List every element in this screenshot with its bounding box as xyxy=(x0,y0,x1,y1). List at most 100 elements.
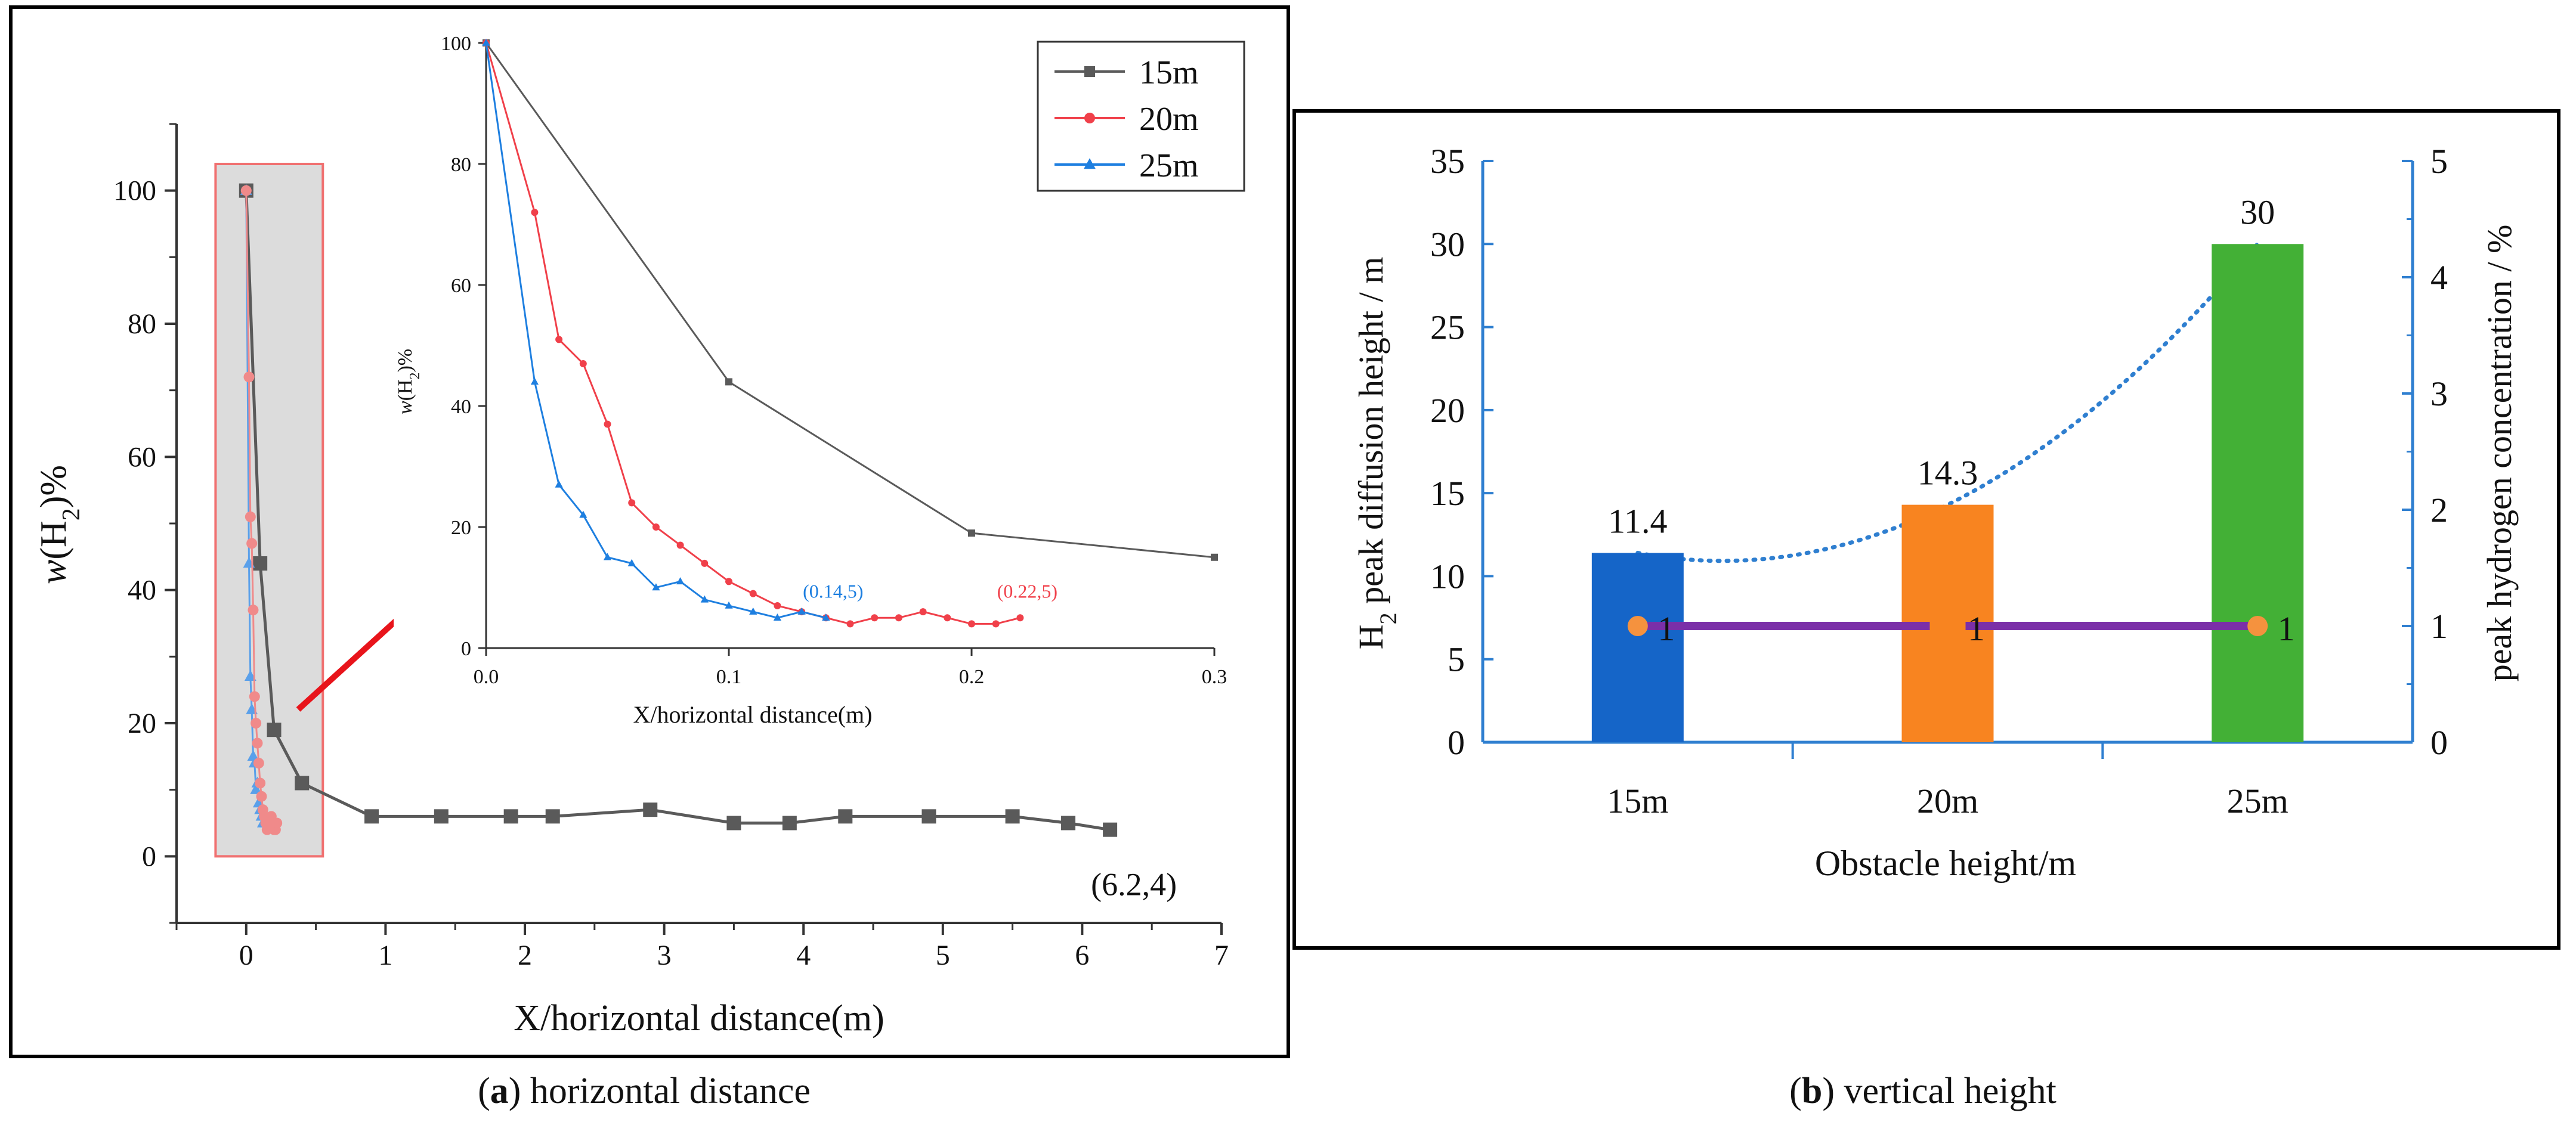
inset-point-20m xyxy=(701,559,709,567)
panel-b-trend xyxy=(1635,243,2259,563)
inset-point-20m xyxy=(676,541,684,549)
inset-point-20m xyxy=(555,336,563,343)
a-point-15m xyxy=(1061,816,1076,830)
inset-axes xyxy=(485,43,1214,649)
a-point-20m xyxy=(240,185,252,196)
a-point-25m xyxy=(247,750,259,761)
inset-point-20m xyxy=(604,420,611,428)
a-point-15m xyxy=(838,809,853,824)
a-point-20m xyxy=(248,605,259,616)
a-ytick-label: 80 xyxy=(128,308,156,340)
a-point-20m xyxy=(256,791,267,802)
inset-ytick-label: 0 xyxy=(461,638,471,660)
b-right-tick-label: 2 xyxy=(2430,491,2448,529)
a-point-15m xyxy=(921,809,936,824)
category-label-25m: 25m xyxy=(2227,782,2289,820)
concentration-point-15m xyxy=(1627,616,1648,636)
inset-ytick-label: 80 xyxy=(451,154,471,176)
bar-25m xyxy=(2212,244,2304,742)
inset-point-20m xyxy=(919,608,927,616)
trend-curve xyxy=(1635,243,2259,563)
bar-value-label-25m: 30 xyxy=(2240,193,2275,231)
panel-b-concentration: 1 1 1 xyxy=(1627,609,2295,648)
concentration-label-15m: 1 xyxy=(1657,609,1675,648)
legend-marker-15m xyxy=(1084,66,1095,77)
a-point-20m xyxy=(255,777,266,789)
legend-label-25m: 25m xyxy=(1139,147,1199,184)
a-xtick-label: 4 xyxy=(796,940,811,971)
inset-point-25m xyxy=(797,607,806,615)
a-ytick-label: 60 xyxy=(128,441,156,473)
a-point-15m xyxy=(782,816,797,830)
inset-ytick-label: 20 xyxy=(451,517,471,539)
a-xtick-label: 3 xyxy=(657,940,672,971)
b-left-tick-label: 10 xyxy=(1430,557,1465,596)
inset-point-15m xyxy=(725,378,732,386)
a-xtick-label: 2 xyxy=(518,940,532,971)
category-label-15m: 15m xyxy=(1607,782,1668,820)
a-xtick-label: 7 xyxy=(1214,940,1229,971)
a-point-20m xyxy=(251,718,262,729)
a-point-15m xyxy=(1005,809,1020,824)
a-point-15m xyxy=(434,809,449,824)
inset-point-25m xyxy=(579,510,587,518)
inset-ytick-label: 60 xyxy=(451,275,471,297)
inset-series-line-20m xyxy=(485,42,1020,625)
panel-a-series xyxy=(239,183,1118,837)
a-point-15m xyxy=(267,723,282,737)
panel-a-ylabel: w(H2)% xyxy=(33,465,85,584)
inset-ticks: 0.0 0.1 0.2 0.3 0 20 40 60 80 100 xyxy=(441,33,1227,688)
inset-point-20m xyxy=(968,620,975,628)
inset-point-25m xyxy=(555,480,563,488)
inset-point-20m xyxy=(846,620,854,628)
a-point-20m xyxy=(253,758,264,768)
inset-xtick-label: 0.1 xyxy=(716,666,742,688)
inset-point-25m xyxy=(530,377,539,385)
inset-point-25m xyxy=(627,559,636,566)
concentration-label-20m: 1 xyxy=(1968,609,1985,648)
bar-value-label-15m: 11.4 xyxy=(1608,501,1667,540)
a-point-20m xyxy=(249,691,260,702)
a-point-15m xyxy=(295,776,310,791)
inset-series xyxy=(482,38,1218,628)
a-point-20m xyxy=(245,511,256,522)
a-ytick-label: 100 xyxy=(113,175,156,207)
panel-b-ylabel-right: peak hydrogen concentration / % xyxy=(2480,225,2519,682)
inset-point-20m xyxy=(749,590,757,597)
inset-point-25m xyxy=(700,595,709,603)
inset-point-25m xyxy=(676,577,685,585)
inset-point-20m xyxy=(774,602,781,609)
b-left-tick-label: 30 xyxy=(1430,225,1465,264)
caption-b: (b) vertical height xyxy=(1789,1071,2057,1111)
inset-point-20m xyxy=(579,360,587,367)
bar-15m xyxy=(1591,553,1684,742)
inset-point-20m xyxy=(1016,614,1024,622)
panel-b-ticks: 0 5 10 15 20 25 30 35 0 1 2 3 4 5 xyxy=(1430,142,2448,762)
a-point-15m xyxy=(1103,822,1118,837)
a-xtick-label: 0 xyxy=(239,940,253,971)
b-left-tick-label: 25 xyxy=(1430,308,1465,347)
a-ytick-label: 40 xyxy=(128,575,156,606)
inset-xtick-label: 0.3 xyxy=(1202,666,1227,688)
a-xtick-label: 1 xyxy=(378,940,392,971)
inset-point-25m xyxy=(482,38,490,46)
inset-point-15m xyxy=(1211,553,1218,561)
highlight-box xyxy=(214,163,324,858)
bar-value-label-20m: 14.3 xyxy=(1918,454,1978,492)
b-right-tick-label: 0 xyxy=(2430,723,2448,762)
b-left-tick-label: 20 xyxy=(1430,391,1465,430)
inset-point-15m xyxy=(968,529,975,537)
a-point-15m xyxy=(643,802,658,817)
panel-b-ylabel-left: H2 peak diffusion height / m xyxy=(1352,257,1402,649)
a-point-15m xyxy=(503,809,518,824)
legend-marker-20m xyxy=(1084,113,1095,123)
inset-point-20m xyxy=(944,614,951,622)
inset-point-20m xyxy=(531,209,539,216)
b-left-tick-label: 15 xyxy=(1430,474,1465,513)
b-left-tick-label: 35 xyxy=(1430,142,1465,181)
inset-point-20m xyxy=(652,523,660,531)
a-series-line-15m xyxy=(245,190,1111,832)
a-xtick-label: 5 xyxy=(936,940,950,971)
inset-point-25m xyxy=(822,613,830,621)
